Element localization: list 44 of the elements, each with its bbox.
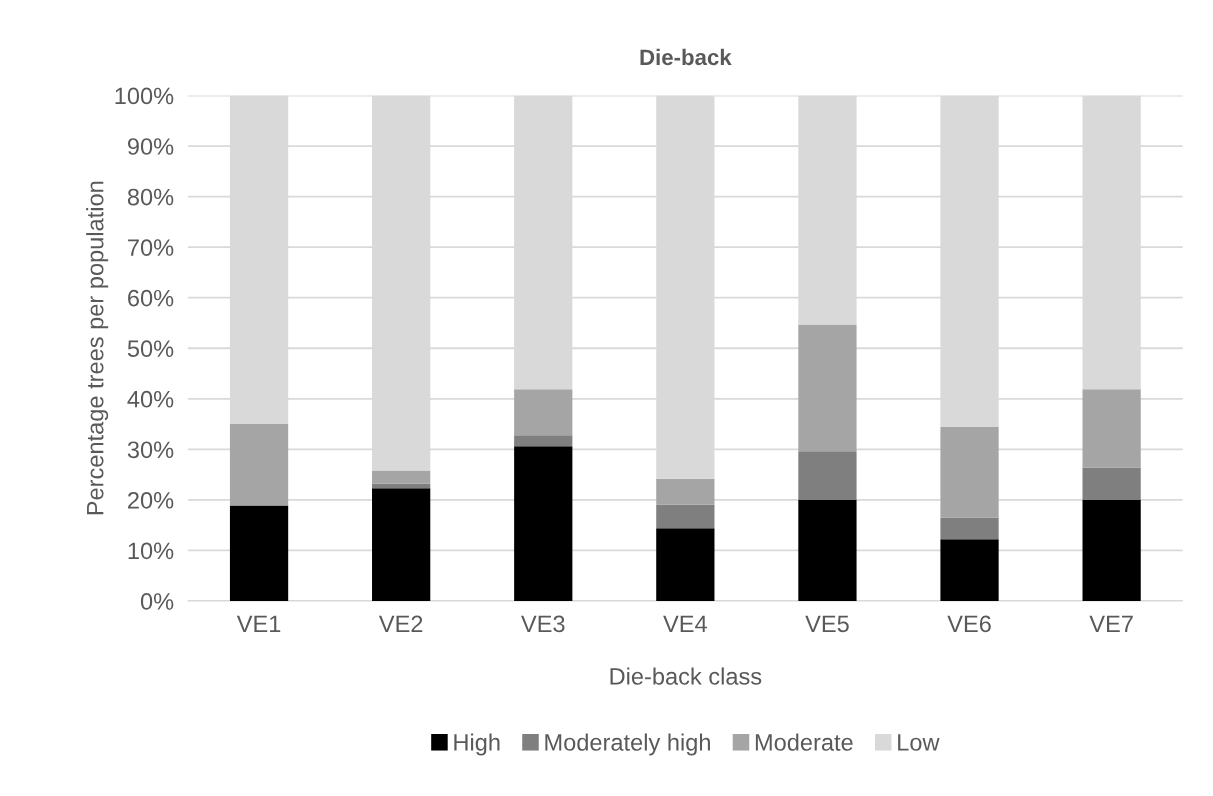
bar [514, 389, 573, 436]
y-tick-label: 30% [127, 441, 174, 459]
y-tick-label: 0% [140, 593, 174, 610]
bar [229, 424, 289, 506]
x-tick-label: VE4 [663, 615, 707, 632]
x-tick-label: VE1 [236, 615, 281, 632]
y-axis-title: Percentage trees per population [86, 181, 109, 515]
bar [940, 539, 999, 601]
bar [372, 488, 431, 601]
y-tick-label: 100% [115, 87, 174, 105]
y-tick-label: 10% [128, 542, 174, 560]
y-tick-label: 90% [127, 138, 174, 155]
y-tick-label: 70% [128, 239, 174, 256]
bar [798, 324, 857, 452]
bar [229, 505, 289, 601]
x-axis-title: Die-back class [610, 667, 762, 685]
x-tick-label: VE7 [1089, 615, 1133, 632]
legend-label: Moderate [755, 733, 853, 751]
y-tick-label: 80% [127, 188, 174, 206]
x-tick-label: VE2 [378, 615, 423, 632]
legend-label: Low [898, 734, 940, 751]
legend-label: Moderately high [545, 733, 710, 756]
y-tick-label: 20% [128, 491, 174, 509]
bar [1082, 467, 1141, 500]
bar [940, 427, 999, 518]
bar [372, 470, 431, 484]
legend-label: High [454, 733, 500, 756]
bar [514, 435, 573, 447]
x-tick-label: VE5 [805, 615, 849, 633]
bar [940, 517, 999, 540]
bar [656, 504, 715, 529]
bar [514, 446, 573, 601]
y-tick-label: 60% [128, 289, 174, 307]
bar [656, 528, 715, 601]
bar [1082, 389, 1141, 468]
bar [1082, 499, 1141, 601]
bar [656, 478, 715, 505]
x-tick-label: VE3 [521, 615, 565, 633]
x-tick-label: VE6 [947, 615, 991, 633]
chart-title: Die-back [640, 48, 732, 66]
bar [798, 451, 857, 500]
y-tick-label: 40% [127, 390, 174, 408]
bar [798, 499, 857, 601]
y-tick-label: 50% [127, 340, 174, 358]
